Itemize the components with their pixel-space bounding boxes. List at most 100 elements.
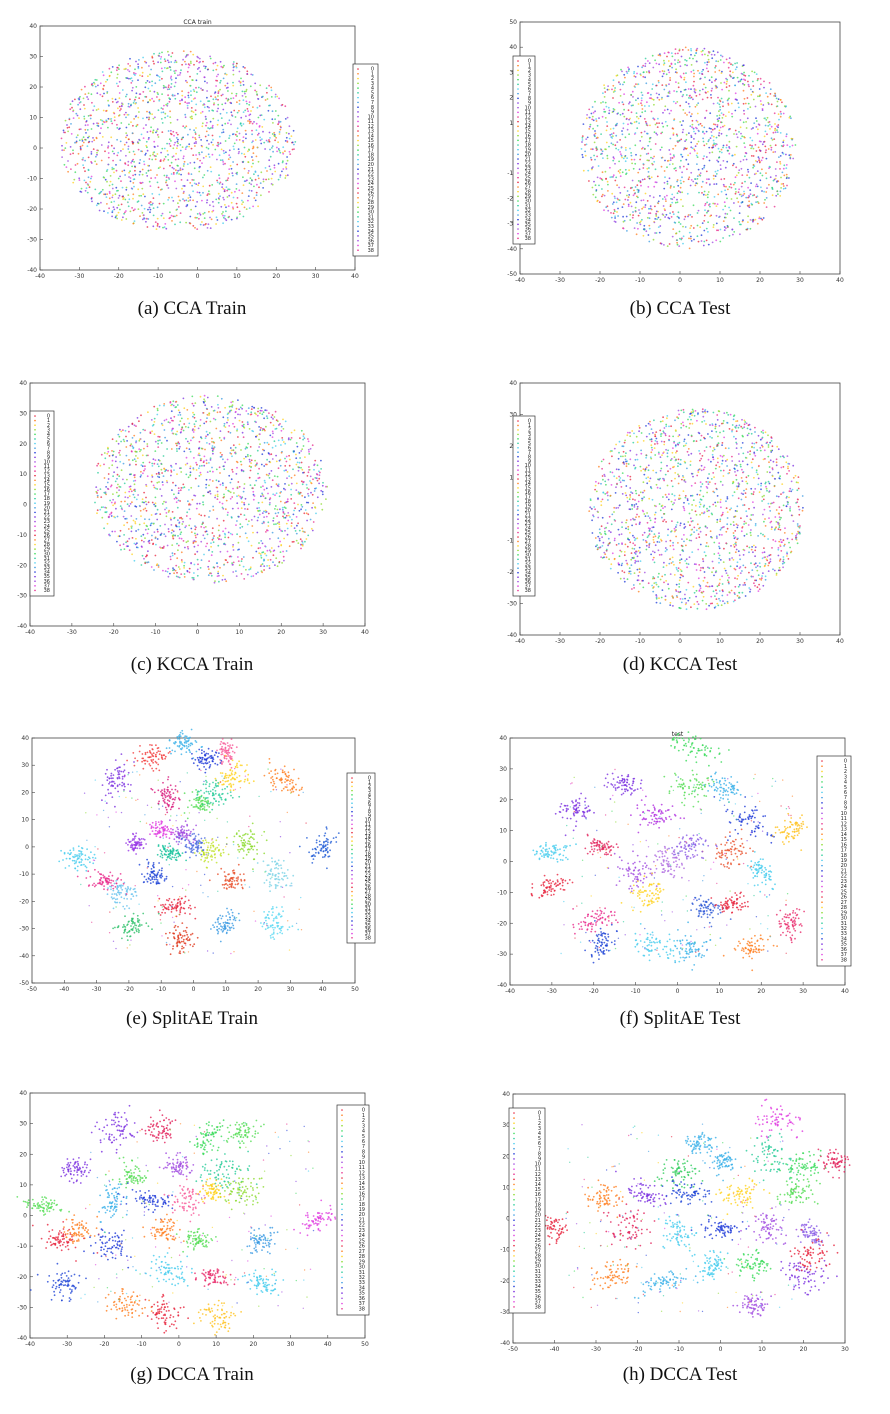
data-point xyxy=(143,540,145,543)
data-point xyxy=(257,571,259,574)
data-point xyxy=(695,182,698,185)
data-point xyxy=(779,98,782,101)
data-point xyxy=(202,60,204,63)
data-point xyxy=(304,540,306,543)
data-point xyxy=(124,429,127,432)
data-point xyxy=(782,112,785,115)
data-point xyxy=(708,139,710,141)
data-point xyxy=(751,70,753,73)
data-point xyxy=(235,65,238,67)
data-point xyxy=(206,433,209,436)
data-point xyxy=(149,73,151,76)
data-point xyxy=(200,459,202,462)
data-point xyxy=(153,62,155,65)
data-point xyxy=(730,102,733,105)
data-point xyxy=(201,125,204,128)
data-point xyxy=(311,529,314,532)
data-point xyxy=(121,186,124,189)
data-point xyxy=(228,425,231,427)
data-point xyxy=(85,132,87,134)
data-point xyxy=(708,146,711,149)
data-point xyxy=(607,106,610,109)
data-point xyxy=(263,141,266,144)
data-point xyxy=(637,97,639,100)
data-point xyxy=(309,475,312,478)
data-point xyxy=(212,144,214,146)
data-point xyxy=(697,140,700,143)
data-point xyxy=(260,495,262,498)
data-point xyxy=(206,121,208,124)
data-point xyxy=(688,231,691,234)
data-point xyxy=(656,218,658,221)
data-point xyxy=(140,194,143,197)
data-point xyxy=(283,487,285,490)
data-point xyxy=(252,140,254,143)
data-point xyxy=(74,98,76,101)
data-point xyxy=(640,99,643,102)
data-point xyxy=(183,423,186,425)
data-point xyxy=(103,527,105,530)
data-point xyxy=(270,89,273,92)
data-point xyxy=(728,97,730,100)
data-point xyxy=(619,151,621,153)
data-point xyxy=(230,97,232,100)
data-point xyxy=(647,171,650,173)
data-point xyxy=(252,145,255,148)
data-point xyxy=(774,95,777,97)
data-point xyxy=(759,150,762,153)
data-point xyxy=(162,167,165,170)
data-point xyxy=(105,119,108,122)
data-point xyxy=(244,129,247,132)
data-point xyxy=(181,63,184,66)
data-point xyxy=(236,502,239,505)
data-point xyxy=(166,142,169,145)
data-point xyxy=(691,216,693,218)
data-point xyxy=(766,133,768,136)
data-point xyxy=(243,90,246,93)
data-point xyxy=(621,112,624,115)
data-point xyxy=(269,168,272,171)
data-point xyxy=(183,199,186,202)
data-point xyxy=(261,409,263,412)
data-point xyxy=(174,534,177,537)
data-point xyxy=(171,166,174,169)
data-point xyxy=(321,490,324,493)
data-point xyxy=(151,56,154,59)
data-point xyxy=(127,545,129,548)
data-point xyxy=(712,174,715,177)
data-point xyxy=(238,189,241,192)
data-point xyxy=(137,528,140,531)
legend-marker xyxy=(517,204,519,207)
data-point xyxy=(255,572,258,575)
data-point xyxy=(145,61,148,64)
data-point xyxy=(196,158,199,160)
data-point xyxy=(178,199,181,202)
data-point xyxy=(695,60,698,63)
data-point xyxy=(703,144,706,147)
data-point xyxy=(125,517,128,520)
data-point xyxy=(656,122,658,125)
data-point xyxy=(649,124,651,127)
data-point xyxy=(104,178,107,181)
x-tick-label: 10 xyxy=(236,629,244,636)
data-point xyxy=(134,522,137,525)
data-point xyxy=(755,150,758,152)
data-point xyxy=(614,162,616,165)
data-point xyxy=(142,428,145,431)
data-point xyxy=(248,428,251,430)
data-point xyxy=(154,158,157,161)
data-point xyxy=(668,83,670,86)
data-point xyxy=(163,147,166,150)
data-point xyxy=(635,112,638,114)
data-point xyxy=(747,221,749,224)
data-point xyxy=(265,515,268,518)
data-point xyxy=(294,507,296,510)
data-point xyxy=(281,103,284,106)
data-point xyxy=(722,125,724,128)
data-point xyxy=(83,179,86,182)
data-point xyxy=(135,463,137,466)
data-point xyxy=(784,187,787,190)
data-point xyxy=(283,469,286,472)
data-point xyxy=(192,411,194,414)
data-point xyxy=(299,437,301,439)
